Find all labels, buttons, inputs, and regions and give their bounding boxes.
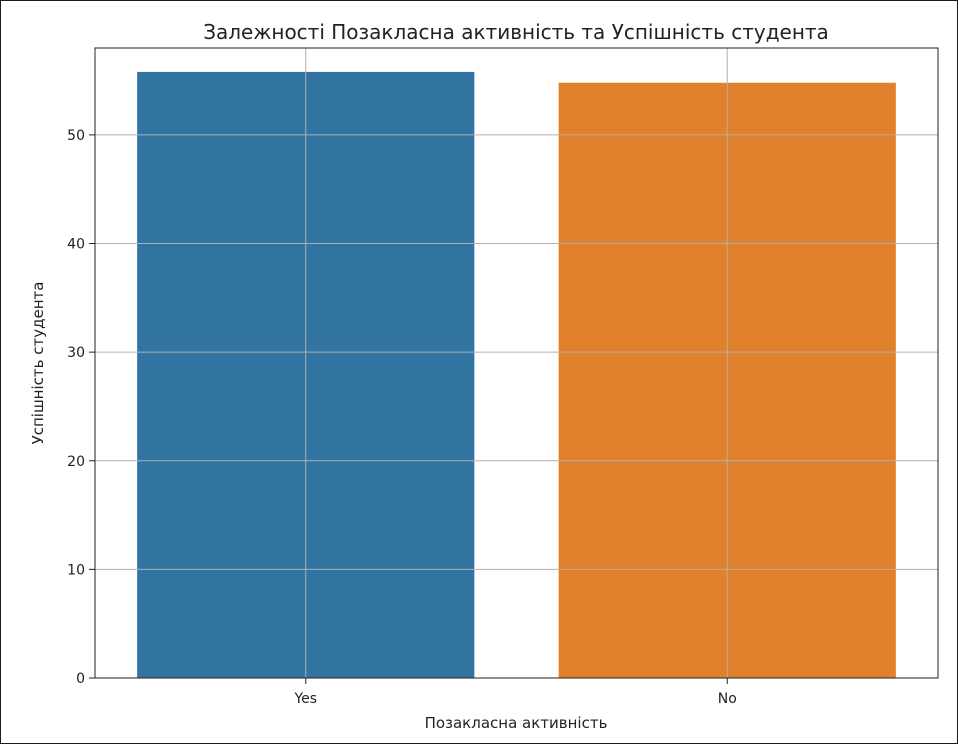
chart-title: Залежності Позакласна активність та Успі… [203,20,829,44]
x-tick-label: No [718,691,737,707]
bars [137,71,896,679]
y-axis-label: Успішність студента [29,282,47,445]
y-tick-label: 20 [67,454,85,470]
y-tick-label: 0 [76,671,85,687]
plot-area-border [94,47,939,679]
y-tick-label: 50 [67,128,85,144]
y-tick-label: 40 [67,237,85,253]
x-axis-label: Позакласна активність [425,714,608,732]
y-tick-label: 30 [67,345,85,361]
tick-labels: 0 10 20 30 40 50 Yes No [67,128,737,707]
x-tick-label: Yes [293,691,317,707]
axes [89,47,939,684]
y-tick-label: 10 [67,562,85,578]
